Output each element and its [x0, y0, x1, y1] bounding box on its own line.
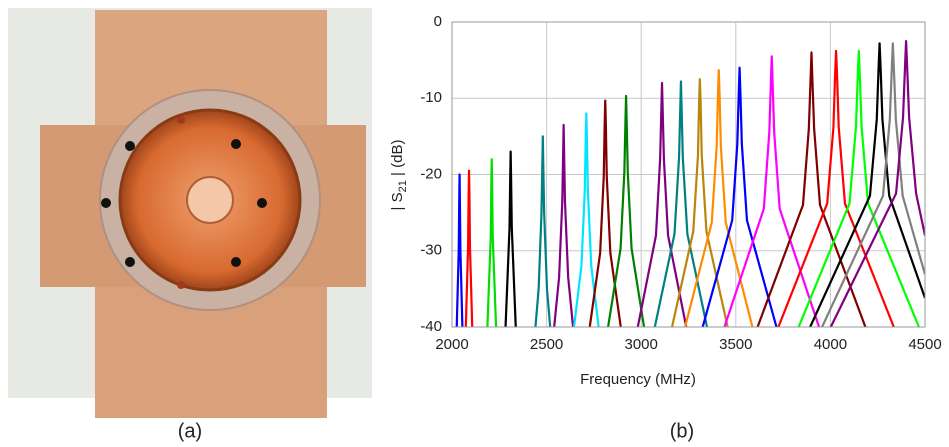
x-tick-label: 4000: [814, 336, 847, 353]
series-line: [486, 158, 498, 327]
series-line: [701, 66, 778, 327]
series-line: [684, 68, 754, 327]
series-line: [455, 173, 464, 327]
series-line: [777, 49, 895, 327]
series-line: [464, 169, 474, 327]
y-tick-label: -40: [420, 318, 442, 335]
series-line: [607, 94, 646, 327]
x-axis-label: Frequency (MHz): [580, 371, 696, 388]
series-group: [455, 39, 925, 327]
series-line: [821, 42, 925, 327]
y-axis-label: | S21 | (dB): [389, 140, 409, 211]
caption: (a): [178, 420, 202, 442]
chart: -40 -30 -20 -10 0 2000 2500 3000 3500 4000 4500: [420, 13, 941, 353]
series-line: [572, 112, 600, 327]
x-tick-label: 4500: [908, 336, 941, 353]
series-line: [797, 49, 920, 327]
y-label-sub: 21: [397, 180, 409, 192]
y-label-part: | (dB): [389, 140, 406, 181]
series-line: [534, 135, 552, 327]
x-tick-label: 2500: [530, 336, 563, 353]
x-tick-label: 3500: [719, 336, 752, 353]
series-line: [829, 39, 925, 327]
y-tick-label: -30: [420, 242, 442, 259]
series-line: [809, 42, 925, 327]
series-line: [756, 51, 867, 327]
series-line: [553, 123, 575, 327]
photo: [8, 8, 372, 418]
series-line: [670, 78, 729, 327]
x-tick-label: 3000: [625, 336, 658, 353]
x-tick-label: 2000: [435, 336, 468, 353]
caption: (b): [670, 420, 694, 442]
y-tick-label: -10: [420, 89, 442, 106]
series-line: [504, 150, 517, 327]
plot-border: [451, 21, 926, 328]
series-line: [653, 80, 709, 327]
y-tick-label: 0: [434, 13, 442, 30]
series-line: [588, 99, 622, 327]
series-line: [723, 55, 821, 327]
y-label-part: | S: [389, 192, 406, 210]
y-tick-label: -20: [420, 165, 442, 182]
series-line: [636, 81, 688, 327]
